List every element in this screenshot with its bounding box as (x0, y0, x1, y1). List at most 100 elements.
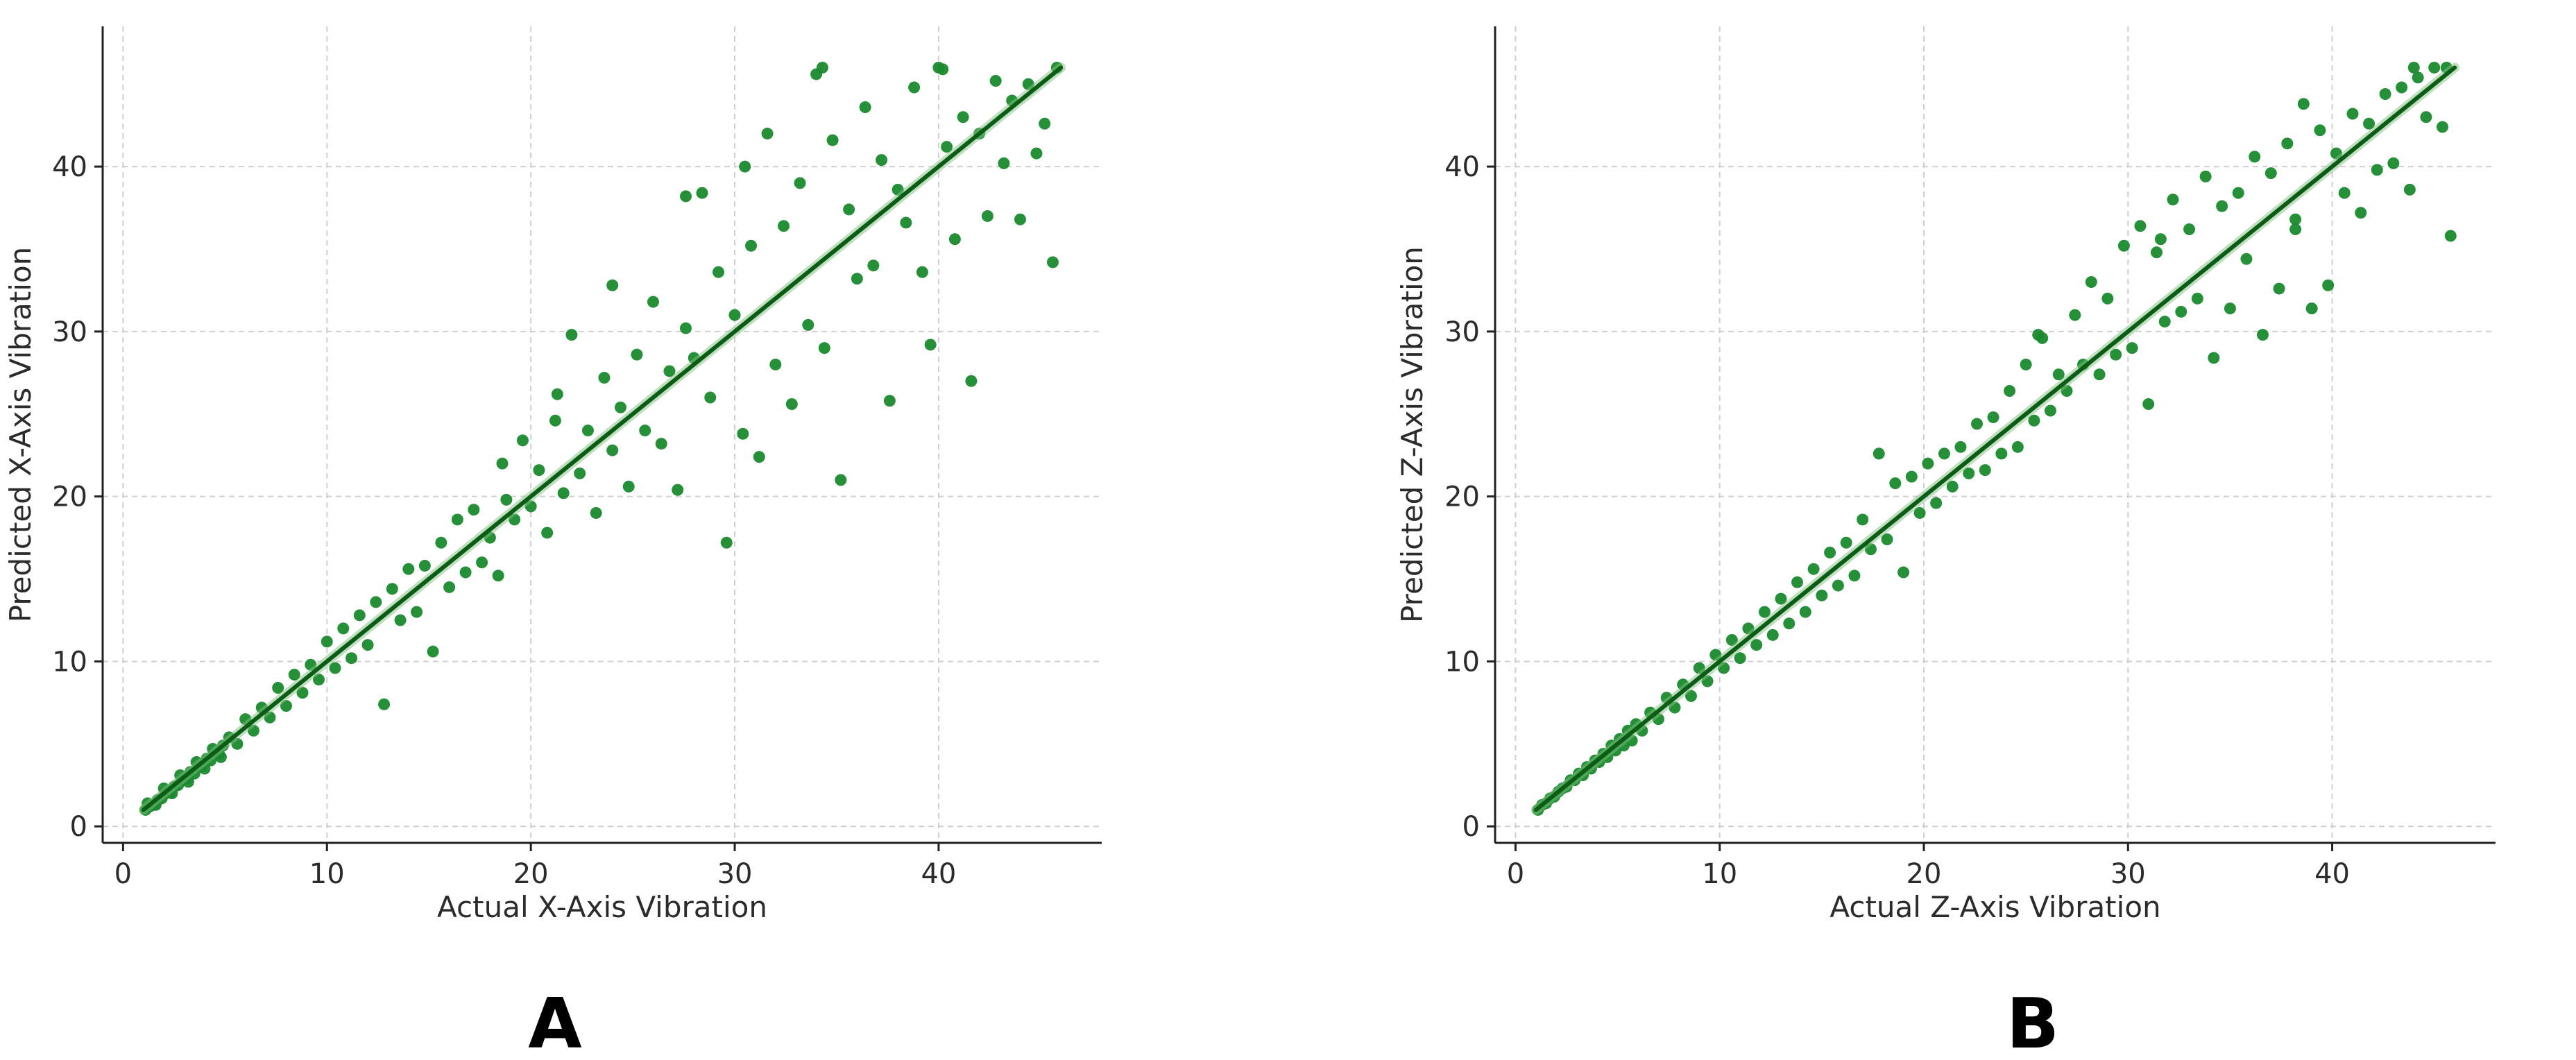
fit-line (141, 65, 1064, 812)
data-point (1783, 617, 1795, 630)
data-point (2224, 302, 2236, 315)
data-point (998, 157, 1010, 169)
y-tick-label: 30 (52, 316, 87, 348)
data-point (965, 375, 978, 387)
data-point (574, 467, 586, 479)
y-tick-label: 30 (1444, 316, 1480, 348)
data-point (1824, 547, 1836, 559)
data-point (549, 414, 561, 427)
data-point (353, 609, 366, 622)
y-tick-label: 40 (52, 151, 87, 183)
data-point (2032, 329, 2045, 341)
y-tick-label: 10 (1444, 646, 1480, 678)
data-point (2403, 183, 2416, 196)
data-point (2142, 398, 2155, 411)
data-point (631, 348, 643, 361)
data-point (1922, 457, 1934, 470)
data-point (2208, 352, 2220, 364)
data-point (2281, 137, 2294, 150)
data-point (2412, 71, 2424, 84)
data-point (1046, 256, 1059, 268)
data-point (1979, 464, 1991, 477)
data-point (476, 556, 488, 569)
data-point (1905, 470, 1918, 483)
data-point (739, 160, 751, 173)
data-point (2355, 207, 2367, 219)
data-point (337, 622, 350, 635)
data-point (696, 187, 708, 199)
data-point (2338, 187, 2351, 199)
data-point (1938, 447, 1950, 460)
data-point (516, 434, 529, 447)
data-point (1734, 652, 1746, 665)
x-tick-label: 40 (921, 858, 956, 890)
data-point (622, 480, 635, 493)
data-point (720, 536, 733, 549)
data-point (598, 371, 611, 384)
y-tick-label: 40 (1444, 151, 1480, 183)
data-point (2183, 223, 2196, 235)
data-point (663, 365, 676, 377)
data-point (745, 239, 758, 252)
x-tick-label: 10 (309, 858, 345, 890)
data-point (468, 504, 480, 516)
y-axis-label: Predicted Z-Axis Vibration (1395, 246, 1429, 623)
data-point (859, 101, 871, 114)
data-point (2346, 108, 2359, 120)
data-point (2150, 246, 2163, 259)
data-point (378, 698, 391, 710)
data-point (590, 506, 602, 519)
data-point (655, 438, 667, 450)
data-point (1995, 447, 2008, 460)
data-point (948, 233, 961, 246)
fit-line (1533, 65, 2457, 812)
data-point (459, 566, 472, 579)
data-point (1775, 592, 1787, 605)
data-point (753, 451, 765, 463)
data-point (1881, 533, 1893, 545)
data-point (533, 464, 545, 477)
data-point (2028, 414, 2040, 427)
data-point (843, 203, 855, 216)
data-point (1946, 480, 1959, 493)
data-point (2085, 276, 2097, 289)
data-point (1750, 639, 1763, 651)
data-point (916, 266, 928, 278)
x-axis-label: Actual X-Axis Vibration (437, 890, 767, 924)
x-tick-label: 0 (114, 858, 132, 890)
data-point (2444, 230, 2457, 242)
data-point (1014, 213, 1026, 225)
y-tick-label: 0 (1462, 811, 1480, 843)
y-tick-label: 10 (52, 646, 87, 678)
data-point (2069, 309, 2081, 321)
data-point (496, 457, 509, 470)
data-point (761, 128, 774, 140)
data-point (370, 596, 382, 608)
data-point (778, 220, 790, 232)
data-point (1971, 418, 1984, 430)
data-point (647, 296, 659, 308)
data-point (1039, 117, 1051, 130)
data-point (288, 668, 300, 681)
data-point (937, 63, 949, 76)
data-point (713, 266, 725, 278)
data-point (802, 318, 814, 331)
data-point (2158, 316, 2171, 328)
data-point (2436, 121, 2448, 133)
data-point (2134, 220, 2147, 232)
data-point (2093, 368, 2106, 381)
data-point (900, 216, 912, 229)
data-point (1848, 570, 1861, 582)
data-point (908, 81, 921, 94)
x-tick-label: 20 (1907, 858, 1942, 890)
data-point (1791, 576, 1804, 588)
data-point (867, 259, 880, 272)
scatter-panel-b: 0 10 20 30 40 0 10 20 30 40 Actual Z-Axis Vibratio… (1395, 26, 2496, 1060)
data-point (361, 639, 374, 651)
data-point (606, 444, 619, 456)
data-point (1816, 589, 1828, 601)
data-point (2314, 124, 2326, 137)
data-point (2117, 239, 2130, 252)
data-point (2428, 61, 2441, 74)
